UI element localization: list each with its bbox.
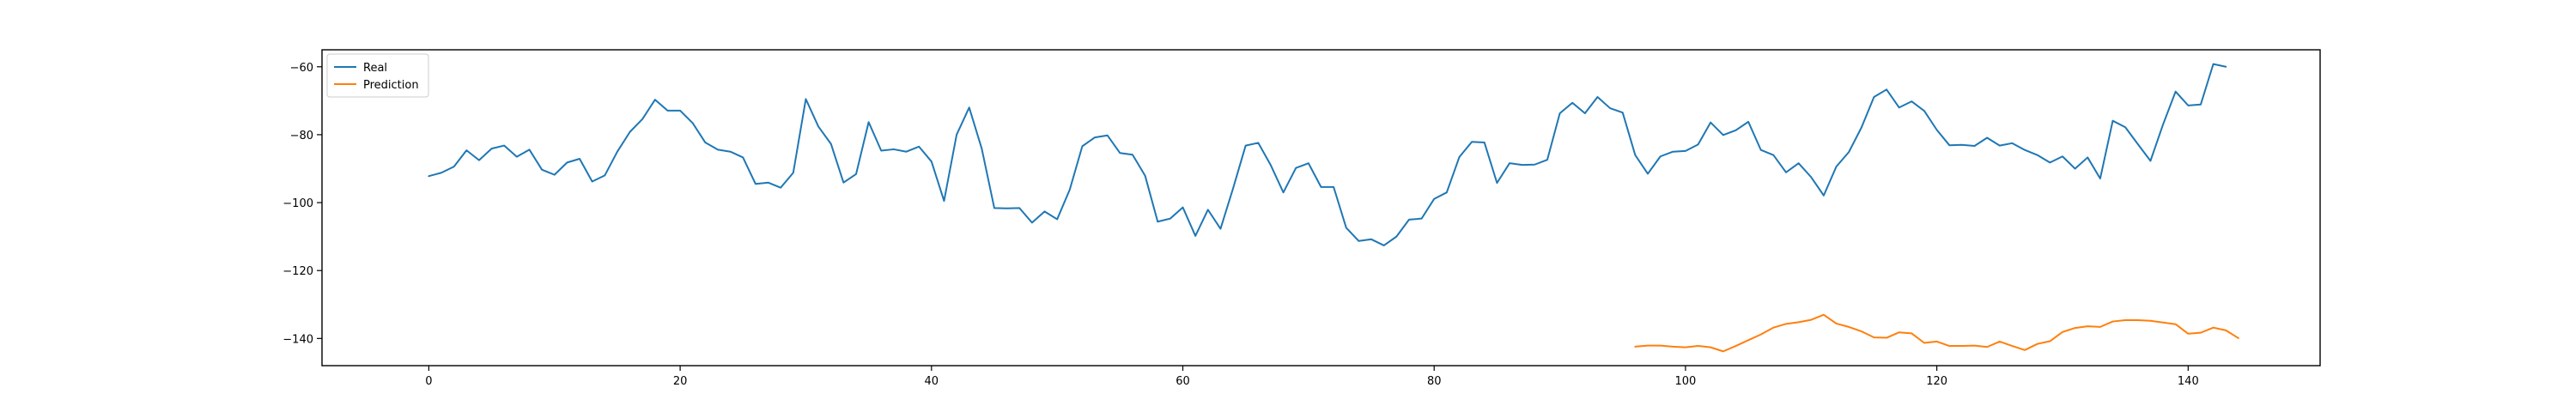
y-tick-label: −80	[290, 130, 313, 142]
legend: Real Prediction	[326, 53, 429, 98]
series-line-real	[428, 63, 2227, 246]
y-tick-label: −60	[290, 62, 313, 75]
legend-label-prediction: Prediction	[363, 79, 419, 92]
plot-frame	[321, 49, 2321, 367]
y-tick-label: −100	[283, 197, 313, 210]
x-tick-label: 60	[1176, 375, 1190, 388]
x-tick-label: 0	[425, 375, 432, 388]
series-line-prediction	[1634, 313, 2239, 353]
x-axis: 0 20 40 60 80 100 120 140	[425, 366, 2199, 388]
x-tick-label: 40	[925, 375, 939, 388]
legend-box	[326, 53, 429, 98]
y-tick-label: −120	[283, 265, 313, 278]
y-tick-label: −140	[283, 333, 313, 346]
legend-label-real: Real	[363, 62, 387, 75]
x-tick-label: 100	[1675, 375, 1697, 388]
x-tick-label: 80	[1427, 375, 1442, 388]
x-tick-label: 140	[2178, 375, 2199, 388]
x-tick-label: 120	[1926, 375, 1947, 388]
plot-lines	[428, 63, 2239, 353]
y-axis: −60 −80 −100 −120 −140	[283, 62, 322, 346]
x-tick-label: 20	[673, 375, 688, 388]
